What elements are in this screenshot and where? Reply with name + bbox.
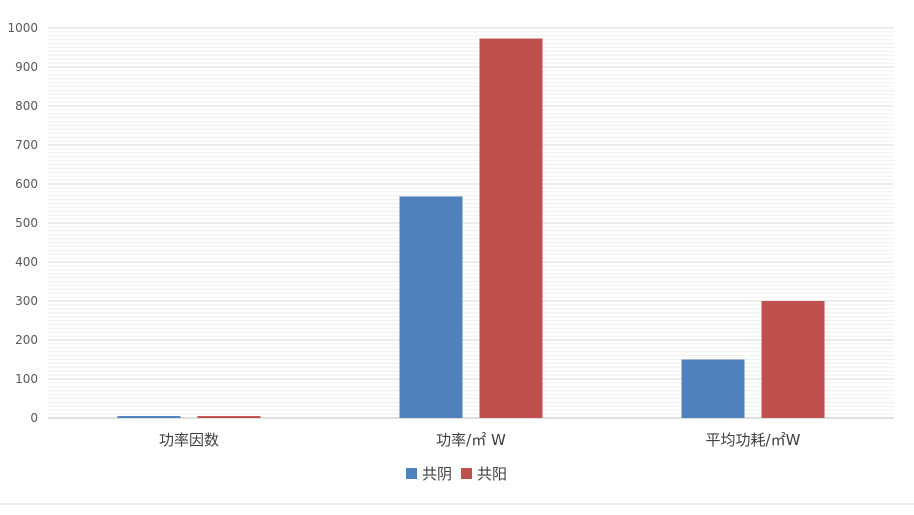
y-tick-label: 700 <box>15 138 38 152</box>
legend-swatch-1 <box>406 468 417 479</box>
y-tick-label: 900 <box>15 60 38 74</box>
tick-labels: 0 100 200 300 400 500 600 700 800 900 1000 功率因数 功率/㎡… <box>7 21 800 449</box>
gridlines <box>48 27 894 415</box>
y-tick-label: 500 <box>15 216 38 230</box>
legend-label-1: 共阴 <box>422 465 452 483</box>
y-tick-label: 1000 <box>7 21 38 35</box>
y-tick-label: 800 <box>15 99 38 113</box>
y-tick-label: 100 <box>15 372 38 386</box>
x-tick-label: 平均功耗/㎡W <box>706 431 801 449</box>
bar-2-1 <box>197 416 261 418</box>
y-tick-label: 0 <box>30 411 38 425</box>
bar-2-2 <box>479 38 543 418</box>
bar-1-3 <box>681 359 745 418</box>
bars <box>117 38 825 418</box>
bar-1-2 <box>399 196 463 418</box>
legend: 共阴 共阳 <box>406 465 507 483</box>
y-tick-label: 200 <box>15 333 38 347</box>
y-tick-label: 600 <box>15 177 38 191</box>
x-tick-label: 功率因数 <box>159 431 219 449</box>
legend-label-2: 共阳 <box>477 465 507 483</box>
y-tick-label: 400 <box>15 255 38 269</box>
bar-2-3 <box>761 301 825 418</box>
x-tick-label: 功率/㎡ W <box>436 431 506 449</box>
bar-1-1 <box>117 416 181 418</box>
y-tick-label: 300 <box>15 294 38 308</box>
legend-swatch-2 <box>461 468 472 479</box>
